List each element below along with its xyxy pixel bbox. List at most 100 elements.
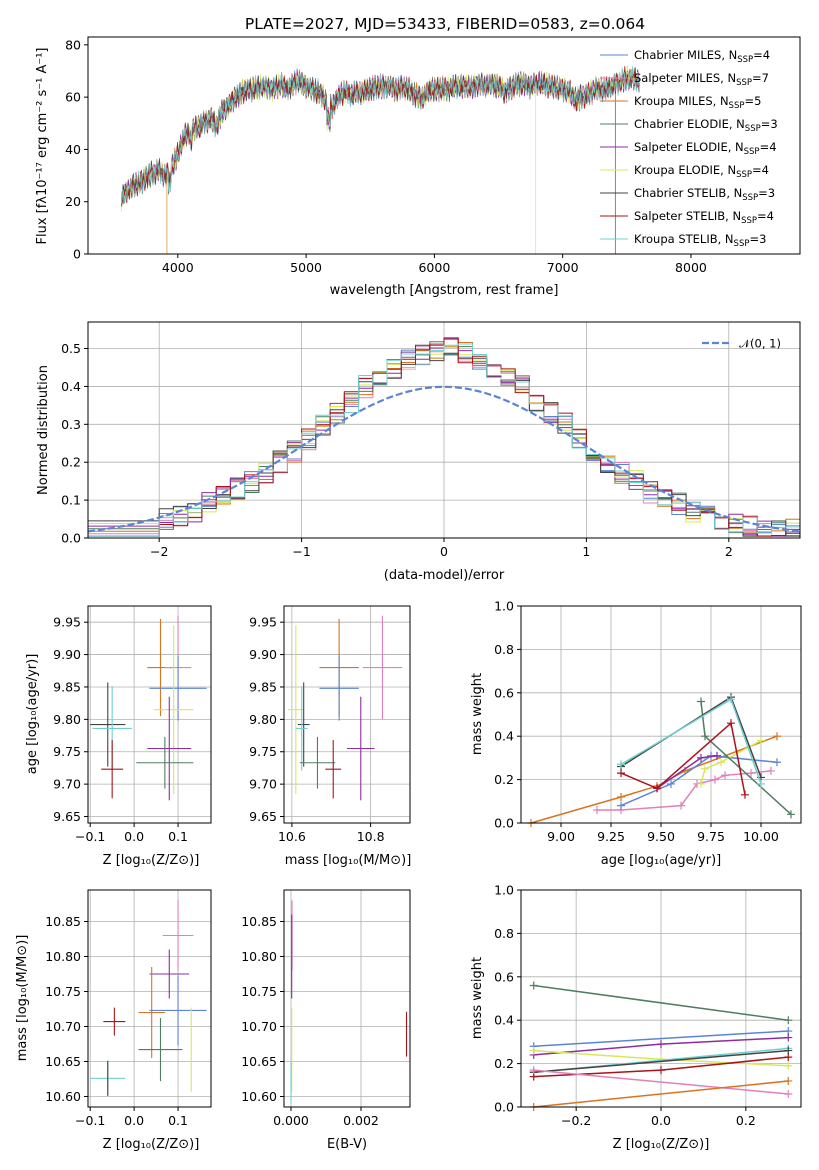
errorbar-kroupa-miles bbox=[138, 967, 165, 1058]
y-tick-label: 0.0 bbox=[494, 1100, 514, 1115]
weight-marker bbox=[727, 695, 735, 704]
y-tick-label: 9.65 bbox=[249, 809, 277, 824]
legend-label: Salpeter STELIB, N bbox=[634, 209, 741, 223]
y-tick-label: 0.2 bbox=[61, 455, 81, 470]
weight-marker bbox=[713, 751, 721, 760]
legend-subscript: SSP bbox=[745, 124, 761, 134]
mass-weight-vs-age-ylabel: mass weight bbox=[470, 673, 485, 755]
spectrum-ylabel: Flux [fλ10⁻¹⁷ erg cm⁻² s⁻¹ A⁻¹] bbox=[35, 48, 50, 245]
weight-marker bbox=[727, 719, 735, 728]
y-tick-label: 9.80 bbox=[53, 712, 81, 727]
legend-value: =4 bbox=[757, 209, 774, 223]
x-tick-label: 0.002 bbox=[343, 1113, 379, 1128]
y-tick-label: 0.1 bbox=[61, 493, 81, 508]
y-tick-label: 0.2 bbox=[494, 1056, 514, 1071]
weight-marker bbox=[721, 771, 729, 780]
mass-vs-ebv-xlabel: E(B-V) bbox=[327, 1137, 367, 1152]
y-tick-label: 80 bbox=[65, 37, 81, 52]
errorbar-kroupa-stelib bbox=[295, 686, 308, 771]
x-tick-label: 0.0 bbox=[651, 1113, 671, 1128]
x-tick-label: 0.0 bbox=[124, 1113, 144, 1128]
legend-subscript: SSP bbox=[734, 239, 750, 249]
x-tick-label: 4000 bbox=[162, 260, 194, 275]
legend-subscript: SSP bbox=[729, 101, 745, 111]
y-tick-label: 0.2 bbox=[494, 772, 514, 787]
x-tick-label: 10.00 bbox=[743, 829, 779, 844]
spectrum-xlabel: wavelength [Angstrom, rest frame] bbox=[330, 283, 559, 298]
errorbar-chabrier-miles bbox=[149, 975, 207, 1046]
mass-weight-vs-Z-panel: −0.2 0.0 0.2 0.0 0.2 0.4 0.6 0.8 1.0 Z [log₁₀(Z/… bbox=[470, 883, 802, 1152]
legend-value: =7 bbox=[752, 71, 769, 85]
legend-entry: Chabrier STELIB, NSSP=3 bbox=[634, 186, 775, 203]
mass-vs-ebv-panel: 0.000 0.002 10.60 10.65 10.70 10.75 10.80 10.85… bbox=[241, 889, 411, 1152]
weight-marker bbox=[697, 779, 705, 788]
y-tick-label: 9.70 bbox=[249, 777, 277, 792]
age-vs-Z-frame bbox=[87, 605, 212, 824]
legend-label: Salpeter MILES, N bbox=[634, 71, 736, 85]
age-vs-mass-frame bbox=[283, 605, 411, 824]
y-tick-label: 0.5 bbox=[61, 341, 81, 356]
y-tick-label: 9.95 bbox=[249, 615, 277, 630]
weight-marker bbox=[711, 775, 719, 784]
y-tick-label: 10.60 bbox=[241, 1089, 277, 1104]
residuals-panel: −2 −1 0 1 2 0.0 0.1 0.2 0.3 0.4 0.5 (data-model)/e… bbox=[36, 321, 801, 583]
legend-label: Chabrier STELIB, N bbox=[634, 186, 742, 200]
errorbar-salpeter-miles bbox=[362, 615, 403, 720]
y-tick-label: 10.65 bbox=[241, 1054, 277, 1069]
y-tick-label: 9.90 bbox=[249, 647, 277, 662]
errorbar-chabrier-miles bbox=[149, 655, 207, 721]
y-tick-label: 9.95 bbox=[53, 615, 81, 630]
weights-chabrier-miles bbox=[617, 751, 781, 810]
weight-marker bbox=[617, 792, 625, 801]
weight-marker bbox=[784, 1053, 793, 1062]
spectrum-frame bbox=[87, 36, 801, 255]
errorbar-chabrier-elodie bbox=[138, 1018, 183, 1082]
x-tick-label: 9.25 bbox=[597, 829, 625, 844]
errorbar-salpeter-stelib bbox=[103, 1007, 126, 1036]
errorbar-salpeter-elodie bbox=[147, 696, 192, 801]
spectrum-title: PLATE=2027, MJD=53433, FIBERID=0583, z=0… bbox=[245, 15, 645, 33]
normal-curve bbox=[88, 385, 800, 533]
x-tick-label: 5000 bbox=[290, 260, 322, 275]
weight-marker bbox=[657, 1066, 665, 1075]
y-tick-label: 40 bbox=[65, 142, 81, 157]
y-tick-label: 0 bbox=[73, 247, 81, 262]
x-tick-label: −0.1 bbox=[75, 1113, 105, 1128]
y-tick-label: 10.80 bbox=[45, 949, 81, 964]
y-tick-label: 20 bbox=[65, 194, 81, 209]
normal-curve-legend-label: 𝒩(0, 1) bbox=[739, 337, 781, 351]
x-tick-label: 9.00 bbox=[547, 829, 575, 844]
legend-subscript: SSP bbox=[744, 147, 760, 157]
weight-marker bbox=[784, 1016, 793, 1025]
y-tick-label: 9.70 bbox=[53, 777, 81, 792]
y-tick-label: 10.70 bbox=[45, 1019, 81, 1034]
y-tick-label: 0.8 bbox=[494, 642, 514, 657]
weight-marker bbox=[701, 732, 709, 741]
legend-entry: Chabrier ELODIE, NSSP=3 bbox=[634, 117, 778, 134]
errorbar-chabrier-stelib bbox=[90, 682, 126, 767]
errorbar-kroupa-elodie bbox=[287, 625, 304, 794]
y-tick-label: 10.85 bbox=[45, 914, 81, 929]
weights-chabrier-elodie bbox=[697, 697, 795, 819]
legend-value: =3 bbox=[758, 186, 775, 200]
weight-marker bbox=[717, 758, 725, 767]
legend-value: =4 bbox=[752, 163, 769, 177]
y-tick-label: 0.6 bbox=[494, 685, 514, 700]
y-tick-label: 0.3 bbox=[61, 417, 81, 432]
mass-vs-Z-xlabel: Z [log₁₀(Z/Z⊙)] bbox=[103, 1137, 200, 1152]
legend-value: =5 bbox=[744, 94, 761, 108]
errorbar-salpeter-stelib bbox=[101, 740, 124, 799]
legend-label: Salpeter ELODIE, N bbox=[634, 140, 744, 154]
errorbar-chabrier-elodie bbox=[299, 736, 336, 789]
x-tick-label: 2 bbox=[725, 544, 733, 559]
weight-marker bbox=[757, 779, 765, 788]
legend-value: =4 bbox=[753, 48, 770, 62]
legend-entry: Kroupa MILES, NSSP=5 bbox=[634, 94, 761, 111]
weight-marker bbox=[529, 1066, 538, 1075]
y-tick-label: 9.80 bbox=[249, 712, 277, 727]
weight-marker bbox=[617, 769, 625, 778]
weight-marker bbox=[787, 810, 795, 819]
legend-label: Chabrier ELODIE, N bbox=[634, 117, 745, 131]
weight-marker bbox=[741, 790, 749, 799]
weight-marker bbox=[653, 784, 661, 793]
